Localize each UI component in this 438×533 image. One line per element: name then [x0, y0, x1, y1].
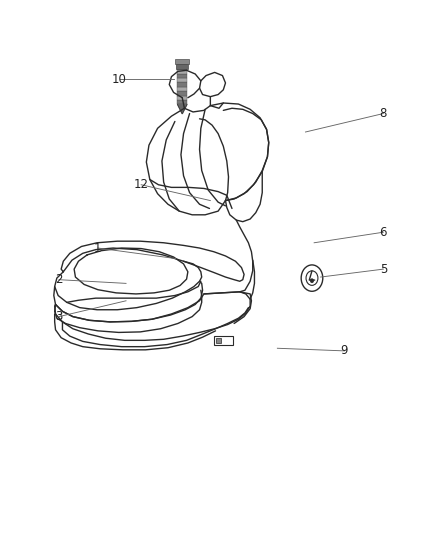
Text: 6: 6 [380, 225, 387, 239]
Text: 5: 5 [380, 263, 387, 276]
Bar [177, 74, 187, 78]
Bar [177, 95, 187, 100]
Bar [177, 69, 187, 74]
Text: 10: 10 [112, 73, 127, 86]
Text: 9: 9 [341, 344, 348, 358]
Text: 12: 12 [134, 178, 148, 191]
Bar [177, 91, 187, 95]
Circle shape [311, 279, 314, 282]
Text: 1: 1 [94, 241, 102, 255]
Bar [177, 82, 187, 87]
Text: 2: 2 [55, 273, 63, 286]
Bar [177, 100, 187, 104]
Bar [177, 64, 187, 69]
Bar [214, 336, 233, 344]
Bar [175, 60, 189, 64]
Text: 3: 3 [55, 310, 63, 323]
Bar [177, 78, 187, 82]
Text: 8: 8 [380, 107, 387, 120]
Polygon shape [177, 104, 187, 114]
Bar [177, 87, 187, 91]
Bar [176, 64, 188, 69]
Bar [216, 338, 221, 343]
